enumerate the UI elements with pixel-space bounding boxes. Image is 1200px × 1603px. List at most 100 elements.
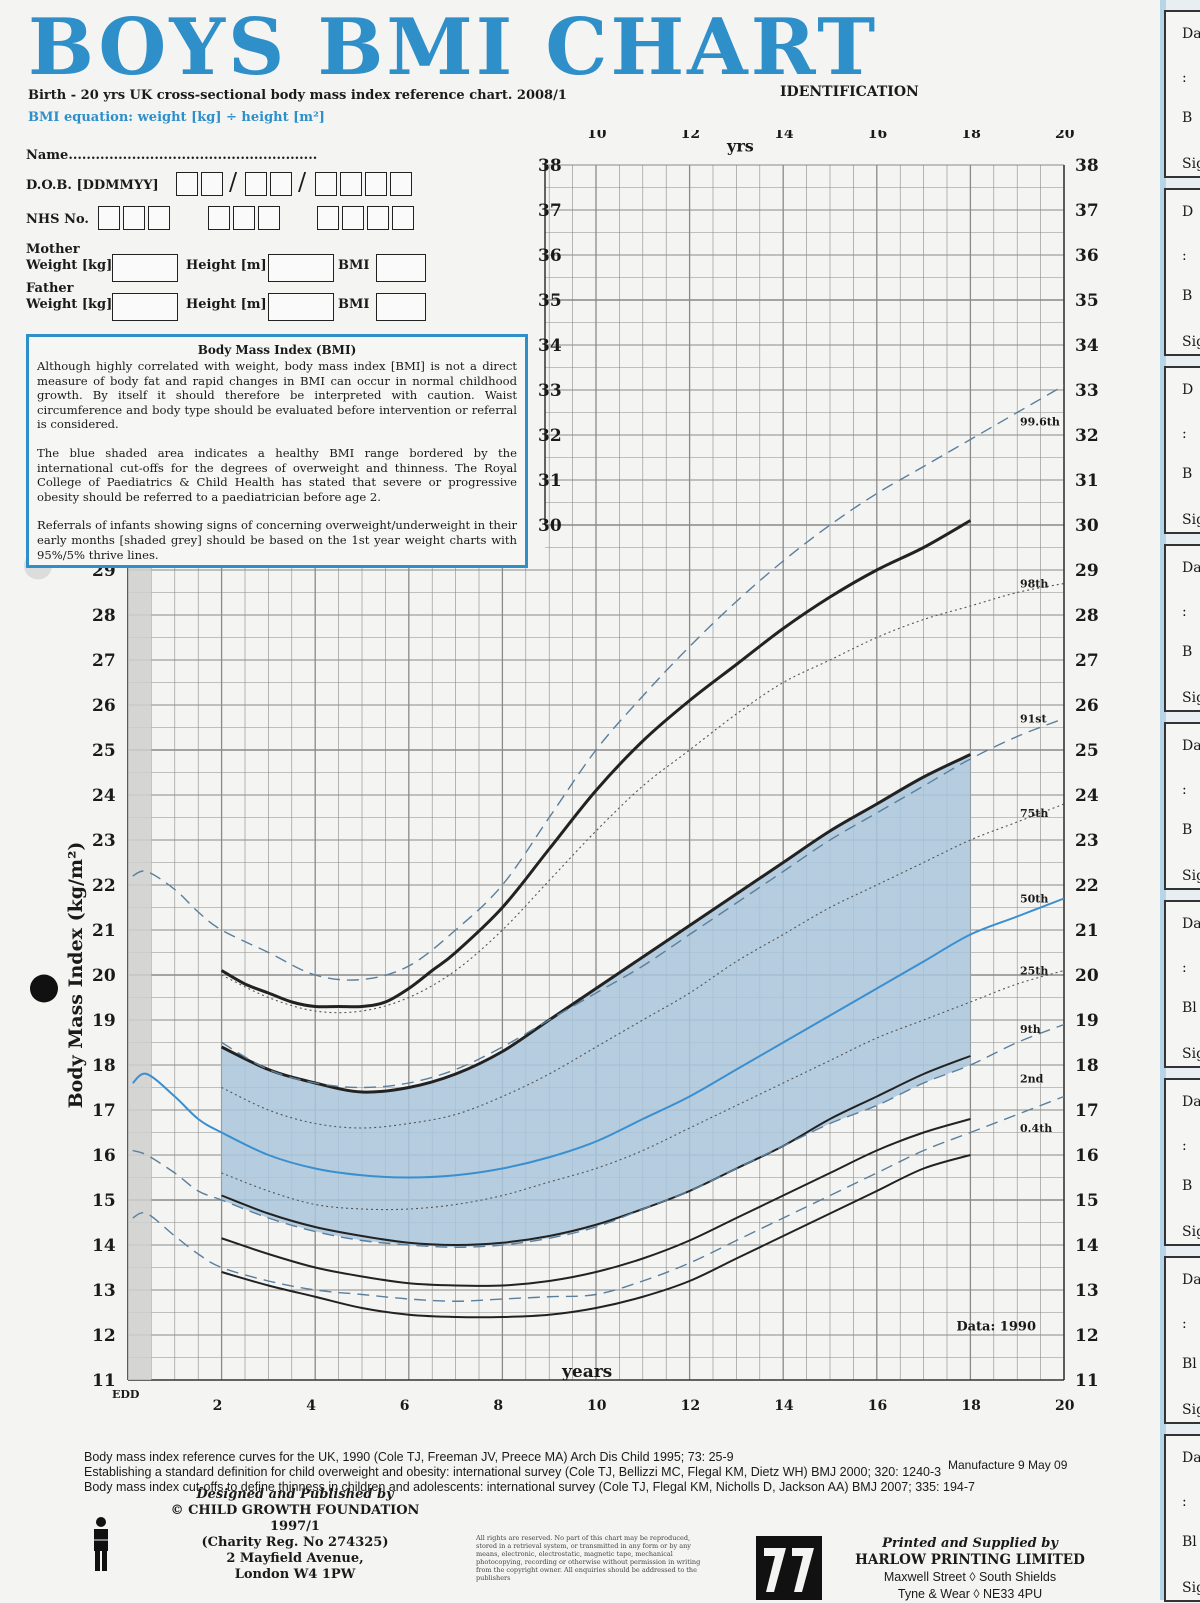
y-tick-left-upper-30: 30 xyxy=(538,516,562,536)
signature-box-text: : xyxy=(1182,248,1187,264)
signature-box-text: Bl xyxy=(1182,1000,1197,1016)
centile-line-2 xyxy=(221,582,1065,1014)
dob-box-d1[interactable] xyxy=(176,172,198,196)
signature-box[interactable]: Da: B Sig xyxy=(1164,10,1200,178)
y-tick-left-upper-36: 36 xyxy=(538,246,562,266)
dob-box-m1[interactable] xyxy=(245,172,267,196)
y-tick-right-25: 25 xyxy=(1075,741,1099,761)
nhs-box[interactable] xyxy=(208,206,230,230)
y-tick-right-14: 14 xyxy=(1075,1236,1099,1256)
dob-box-y4[interactable] xyxy=(390,172,412,196)
signature-box-text: : xyxy=(1182,960,1187,976)
y-tick-right-34: 34 xyxy=(1075,336,1099,356)
punch-hole-icon xyxy=(30,974,58,1003)
signature-box[interactable]: Da: B Sign xyxy=(1164,1078,1200,1246)
centile-line-7 xyxy=(221,969,1065,1211)
centile-line-0 xyxy=(132,384,1065,981)
y-tick-left-upper-34: 34 xyxy=(538,336,562,356)
printed-line-1: Printed and Supplied by xyxy=(882,1536,1058,1551)
signature-box-text: B xyxy=(1182,288,1193,304)
x-tick-12: 12 xyxy=(681,1398,700,1414)
printed-line-4: Tyne & Wear ◊ NE33 4PU xyxy=(897,1587,1043,1601)
centile-line-1 xyxy=(220,519,972,1009)
signature-box-text: Sign xyxy=(1182,1046,1200,1062)
nhs-label: NHS No. xyxy=(26,212,89,227)
centile-line-10 xyxy=(221,1118,971,1287)
nhs-box[interactable] xyxy=(98,206,120,230)
father-label: Father xyxy=(26,281,74,296)
info-paragraph-1: Although highly correlated with weight, … xyxy=(37,359,517,432)
y-tick-left-upper-31: 31 xyxy=(538,471,562,491)
x-tick-10: 10 xyxy=(587,1398,607,1414)
x-tick-16: 16 xyxy=(868,1398,887,1414)
centile-label-2: 91st xyxy=(1020,713,1048,726)
centile-line-12 xyxy=(221,1154,971,1319)
designed-line-4: 2 Mayfield Avenue, xyxy=(226,1551,364,1566)
manufacture-note: Manufacture 9 May 09 xyxy=(948,1458,1068,1472)
mother-weight-field[interactable] xyxy=(112,254,178,282)
signature-box-text: B xyxy=(1182,110,1193,126)
y-tick-left-upper-35: 35 xyxy=(538,291,562,311)
y-tick-right-11: 11 xyxy=(1075,1371,1099,1391)
mother-label: Mother xyxy=(26,242,80,257)
nhs-box[interactable] xyxy=(392,206,414,230)
nhs-box[interactable] xyxy=(123,206,145,230)
father-weight-field[interactable] xyxy=(112,293,178,321)
y-tick-left-26: 26 xyxy=(92,696,116,716)
signature-box[interactable]: Da: Bl Sign xyxy=(1164,1434,1200,1602)
y-tick-right-30: 30 xyxy=(1075,516,1099,536)
designed-line-1: Designed and Published by xyxy=(196,1487,394,1502)
father-bmi-field[interactable] xyxy=(376,293,426,321)
signature-box[interactable]: D: B Sign xyxy=(1164,188,1200,356)
signature-box-text: Da xyxy=(1182,26,1200,42)
x-unit-top-upper: yrs xyxy=(726,137,754,156)
x-tick-top-upper-12: 12 xyxy=(681,130,700,142)
father-height-field[interactable] xyxy=(268,293,334,321)
dob-box-d2[interactable] xyxy=(201,172,223,196)
identification-heading: IDENTIFICATION xyxy=(780,84,919,100)
y-tick-left-17: 17 xyxy=(92,1101,116,1121)
y-tick-right-31: 31 xyxy=(1075,471,1099,491)
signature-box[interactable]: Da: Bl Sign xyxy=(1164,900,1200,1068)
y-tick-left-14: 14 xyxy=(92,1236,116,1256)
dob-box-m2[interactable] xyxy=(270,172,292,196)
nhs-box[interactable] xyxy=(233,206,255,230)
x-tick-2: 2 xyxy=(213,1398,223,1414)
signature-box[interactable]: Da: B Sign xyxy=(1164,544,1200,712)
x-tick-20: 20 xyxy=(1055,1398,1075,1414)
signature-box-text: B xyxy=(1182,1178,1193,1194)
signature-box[interactable]: Da: B Sign xyxy=(1164,722,1200,890)
info-box-title: Body Mass Index (BMI) xyxy=(197,343,357,357)
centile-line-11 xyxy=(132,1095,1065,1302)
dob-box-y1[interactable] xyxy=(315,172,337,196)
mother-bmi-field[interactable] xyxy=(376,254,426,282)
signature-box-text: Bl xyxy=(1182,1356,1197,1372)
nhs-box[interactable] xyxy=(258,206,280,230)
x-tick-6: 6 xyxy=(400,1398,410,1414)
signature-box[interactable]: D: B Sign xyxy=(1164,366,1200,534)
nhs-box[interactable] xyxy=(317,206,339,230)
designed-line-2: © CHILD GROWTH FOUNDATION 1997/1 xyxy=(170,1503,420,1534)
copyright-notice: All rights are reserved. No part of this… xyxy=(476,1534,701,1582)
nhs-box[interactable] xyxy=(367,206,389,230)
y-tick-left-22: 22 xyxy=(92,876,116,896)
y-tick-right-35: 35 xyxy=(1075,291,1099,311)
chart-title: BOYS BMI CHART xyxy=(28,2,879,93)
centile-label-4: 50th xyxy=(1020,893,1048,906)
signature-box-text: D xyxy=(1182,382,1194,398)
y-tick-right-33: 33 xyxy=(1075,381,1099,401)
signature-box-text: Sign xyxy=(1182,1580,1200,1596)
name-field[interactable]: Name....................................… xyxy=(26,148,318,163)
mother-height-field[interactable] xyxy=(268,254,334,282)
signature-box[interactable]: Da: Bl Sign xyxy=(1164,1256,1200,1424)
chart-subtitle: Birth - 20 yrs UK cross-sectional body m… xyxy=(28,88,567,103)
father-height-label: Height [m] xyxy=(186,297,267,312)
nhs-box[interactable] xyxy=(148,206,170,230)
centile-label-3: 75th xyxy=(1020,807,1048,820)
dob-box-y3[interactable] xyxy=(365,172,387,196)
dob-box-y2[interactable] xyxy=(340,172,362,196)
printer-logo-icon xyxy=(756,1536,822,1600)
nhs-box[interactable] xyxy=(342,206,364,230)
y-tick-right-20: 20 xyxy=(1075,966,1099,986)
signature-box-text: Da xyxy=(1182,1450,1200,1466)
